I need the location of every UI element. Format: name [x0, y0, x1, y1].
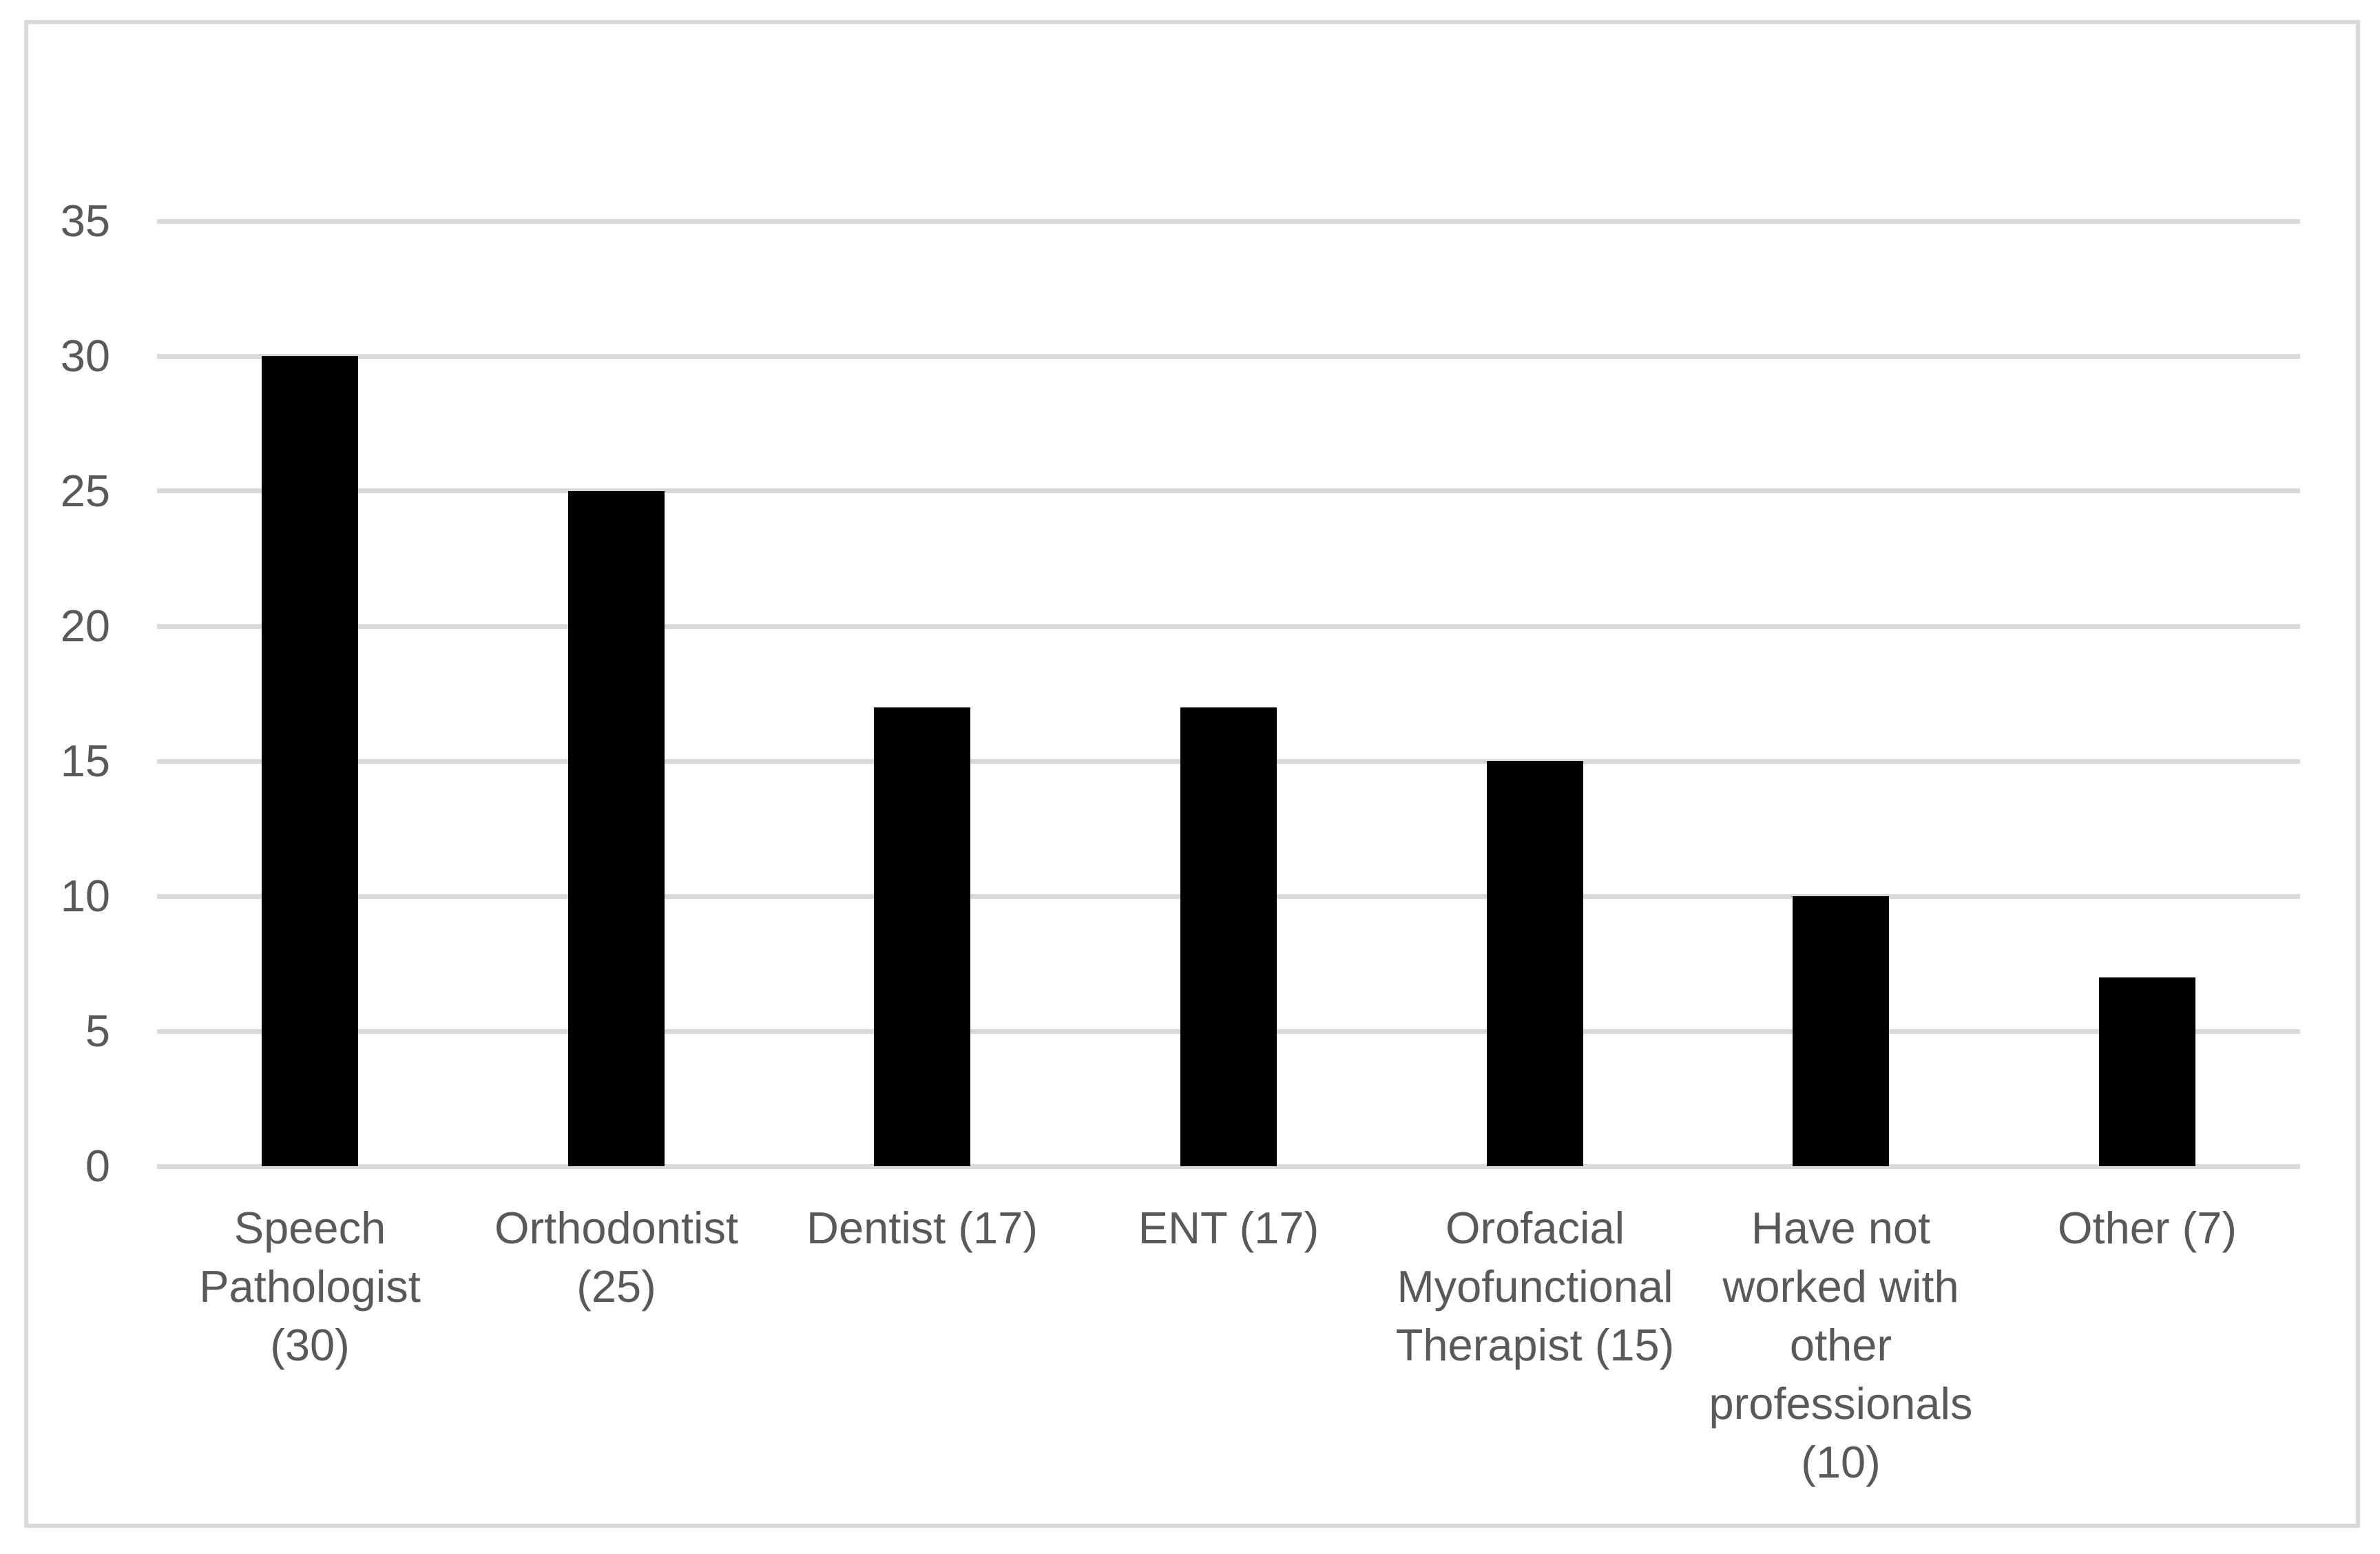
category-label-line: Pathologist: [199, 1261, 421, 1312]
y-axis-tick-label-0: 0: [85, 1141, 110, 1191]
gridline-y-35: [157, 219, 2300, 224]
bar-orthodontist: [568, 491, 665, 1166]
bar-orofacial-myofunctional-therapist: [1487, 761, 1583, 1166]
category-label-line: Have not: [1751, 1203, 1931, 1253]
gridline-y-20: [157, 624, 2300, 629]
category-label-ent: ENT (17): [1070, 1199, 1387, 1257]
bar-speech-pathologist: [262, 356, 358, 1166]
gridline-y-25: [157, 488, 2300, 493]
category-label-line: ENT (17): [1138, 1203, 1319, 1253]
y-axis-tick-label-20: 20: [60, 601, 110, 651]
category-label-speech-pathologist: Speech Pathologist (30): [152, 1199, 468, 1374]
category-label-line: (30): [270, 1320, 350, 1370]
category-label-line: (10): [1801, 1437, 1881, 1487]
y-axis-tick-label-25: 25: [60, 466, 110, 516]
category-label-orofacial-myofunctional-therapist: Orofacial Myofunctional Therapist (15): [1377, 1199, 1693, 1374]
bar-have-not-worked-with-other-professionals: [1793, 896, 1889, 1166]
category-label-line: Myofunctional: [1397, 1261, 1673, 1312]
category-label-line: Therapist (15): [1395, 1320, 1675, 1370]
y-axis-tick-label-35: 35: [60, 196, 110, 246]
category-label-line: Other (7): [2057, 1203, 2237, 1253]
category-label-line: worked with: [1722, 1261, 1959, 1312]
bar-other: [2099, 977, 2195, 1166]
y-axis-tick-label-30: 30: [60, 331, 110, 381]
category-label-line: other: [1789, 1320, 1892, 1370]
category-label-line: Orthodontist: [494, 1203, 739, 1253]
category-label-dentist: Dentist (17): [764, 1199, 1081, 1257]
bar-dentist: [874, 707, 970, 1166]
y-axis-tick-label-5: 5: [85, 1006, 110, 1056]
axis-baseline: [157, 1164, 2300, 1169]
category-label-have-not-worked-with-other-professionals: Have not worked with other professionals (10…: [1682, 1199, 1999, 1491]
gridline-y-30: [157, 354, 2300, 359]
y-axis-tick-label-15: 15: [60, 736, 110, 786]
category-label-other: Other (7): [1989, 1199, 2306, 1257]
category-label-line: (25): [576, 1261, 656, 1312]
y-axis-tick-label-10: 10: [60, 871, 110, 921]
category-label-line: Speech: [233, 1203, 386, 1253]
category-label-orthodontist: Orthodontist (25): [458, 1199, 775, 1316]
bar-ent: [1180, 707, 1277, 1166]
category-label-line: Orofacial: [1445, 1203, 1625, 1253]
category-label-line: Dentist (17): [806, 1203, 1038, 1253]
category-label-line: professionals: [1709, 1378, 1973, 1429]
